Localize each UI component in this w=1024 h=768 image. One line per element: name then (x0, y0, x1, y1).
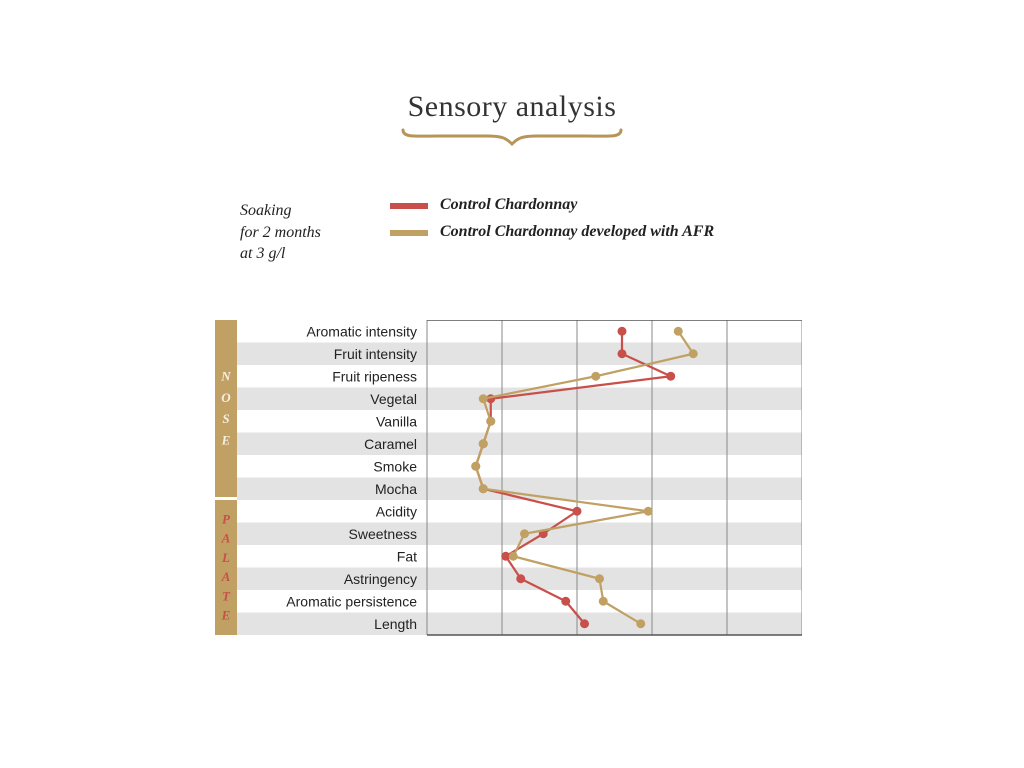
legend-label: Control Chardonnay developed with AFR (440, 222, 714, 243)
legend: Control Chardonnay Control Chardonnay de… (390, 195, 714, 249)
svg-text:Caramel: Caramel (364, 436, 417, 452)
svg-text:Aromatic persistence: Aromatic persistence (286, 593, 417, 609)
svg-text:A: A (221, 531, 231, 546)
svg-text:Length: Length (374, 616, 417, 632)
svg-text:Fruit intensity: Fruit intensity (334, 346, 417, 362)
legend-swatch (390, 203, 428, 209)
svg-text:O: O (221, 390, 231, 405)
svg-text:E: E (221, 433, 231, 448)
svg-text:Vanilla: Vanilla (376, 413, 417, 429)
legend-item: Control Chardonnay (390, 195, 714, 216)
svg-text:E: E (221, 608, 231, 623)
sensory-chart: NOSEPALATEAromatic intensityFruit intens… (215, 320, 780, 635)
legend-label: Control Chardonnay (440, 195, 577, 216)
svg-text:Acidity: Acidity (376, 503, 417, 519)
svg-text:Sweetness: Sweetness (349, 526, 417, 542)
svg-text:Smoke: Smoke (373, 458, 417, 474)
svg-text:Fat: Fat (397, 548, 417, 564)
soaking-note-line: at 3 g/l (240, 245, 285, 262)
svg-text:T: T (222, 588, 231, 603)
title-brace-icon (397, 126, 627, 148)
page-title: Sensory analysis (0, 90, 1024, 124)
soaking-note-line: for 2 months (240, 224, 321, 241)
svg-text:L: L (221, 550, 230, 565)
chart-svg: NOSEPALATEAromatic intensityFruit intens… (215, 320, 802, 637)
legend-item: Control Chardonnay developed with AFR (390, 222, 714, 243)
soaking-note-line: Soaking (240, 202, 292, 219)
page: Sensory analysis Soaking for 2 months at… (0, 0, 1024, 768)
title-block: Sensory analysis (0, 90, 1024, 148)
svg-text:S: S (222, 411, 229, 426)
soaking-note: Soaking for 2 months at 3 g/l (240, 200, 380, 265)
svg-text:Mocha: Mocha (375, 481, 417, 497)
svg-text:A: A (221, 569, 231, 584)
svg-text:N: N (220, 369, 231, 384)
svg-text:P: P (222, 512, 231, 527)
legend-swatch (390, 230, 428, 236)
svg-text:Aromatic intensity: Aromatic intensity (307, 323, 417, 339)
svg-text:Vegetal: Vegetal (370, 391, 417, 407)
svg-text:Fruit ripeness: Fruit ripeness (332, 368, 417, 384)
svg-text:Astringency: Astringency (344, 571, 417, 587)
